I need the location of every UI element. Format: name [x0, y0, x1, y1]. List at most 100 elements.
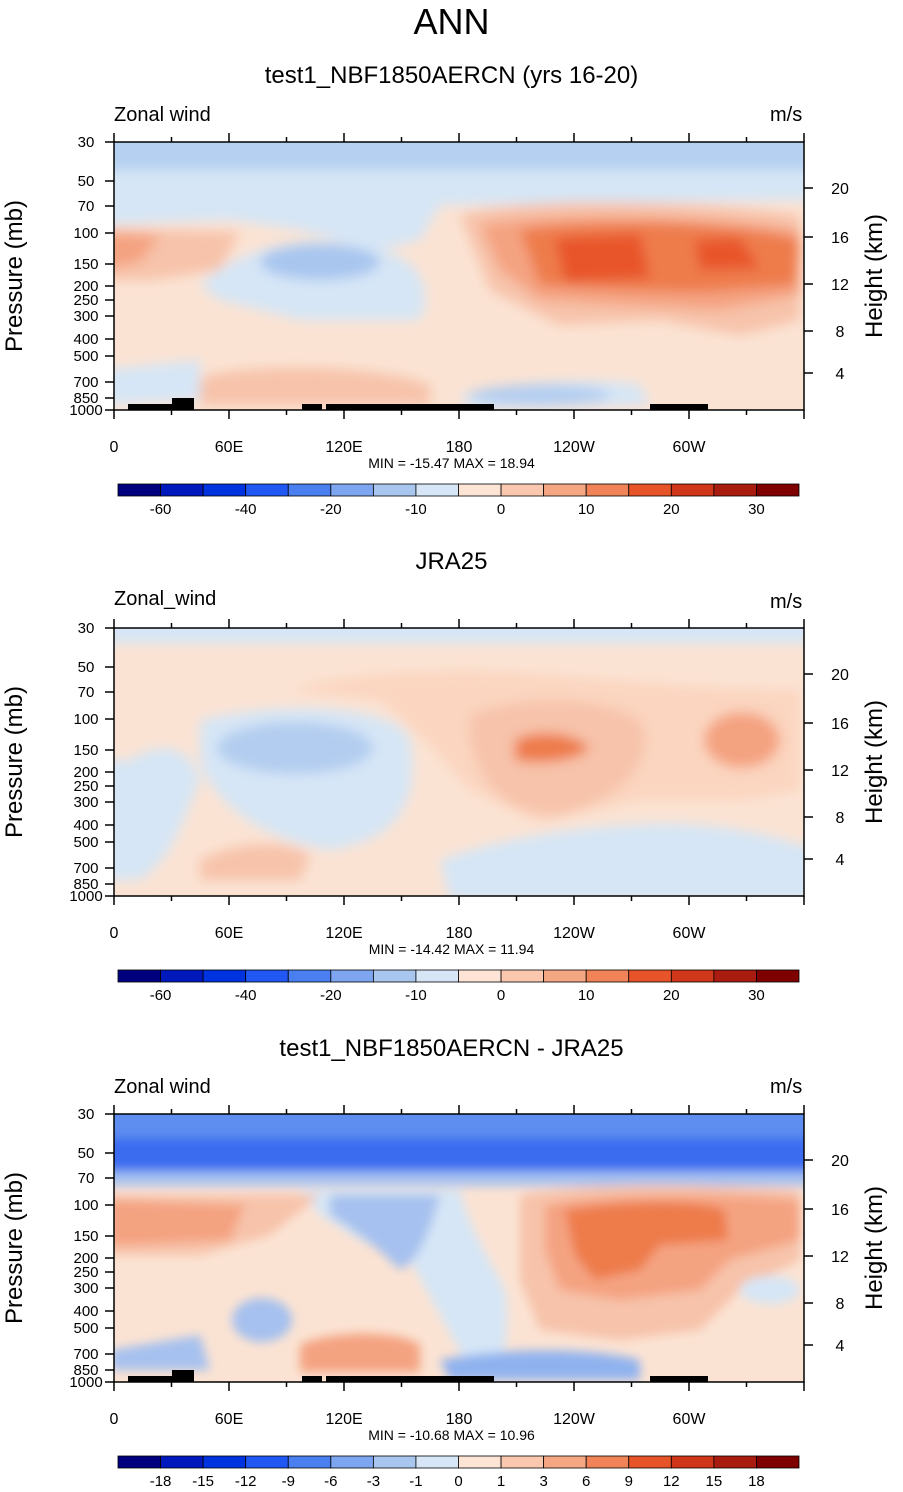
- colorbar-label: -12: [235, 1473, 257, 1490]
- y-axis-right-label: Height (km): [861, 1186, 888, 1310]
- colorbar-swatch: [628, 1455, 672, 1469]
- colorbar-label: -20: [320, 987, 342, 1004]
- height-tick-label: 8: [836, 324, 845, 341]
- y-tick-label: 250: [73, 1264, 98, 1281]
- panel-title: test1_NBF1850AERCN - JRA25: [279, 1035, 624, 1062]
- y-tick-label: 400: [73, 817, 98, 834]
- y-tick-label: 850: [73, 1362, 98, 1379]
- height-tick-label: 12: [831, 277, 849, 294]
- colorbar-label: 0: [454, 1473, 462, 1490]
- y-tick-label: 150: [73, 742, 98, 759]
- colorbar-swatch: [202, 1455, 247, 1469]
- colorbar-label: -18: [150, 1473, 172, 1490]
- colorbar-label: 20: [663, 987, 680, 1004]
- colorbar-swatch: [245, 1455, 289, 1469]
- y-tick-label: 1000: [69, 402, 102, 419]
- x-tick-label: 0: [110, 925, 119, 942]
- y-tick-label: 30: [78, 620, 95, 637]
- variable-label: Zonal wind: [114, 104, 211, 126]
- x-tick-label: 180: [446, 925, 473, 942]
- x-tick-label: 60E: [215, 925, 243, 942]
- colorbar-label: 10: [578, 987, 595, 1004]
- panel-title: JRA25: [415, 548, 488, 575]
- y-tick-label: 30: [78, 1106, 95, 1123]
- x-tick-label: 60E: [215, 439, 243, 456]
- y-tick-label: 700: [73, 1346, 98, 1363]
- height-tick-label: 20: [831, 667, 849, 684]
- x-tick-label: 0: [110, 1411, 119, 1428]
- min-max-text: MIN = -15.47 MAX = 18.94: [368, 455, 535, 471]
- colorbar-swatch: [713, 1455, 757, 1469]
- y-tick-label: 1000: [69, 1374, 102, 1391]
- y-tick-label: 70: [78, 198, 95, 215]
- x-tick-label: 120W: [553, 1411, 596, 1428]
- main-title: ANN: [413, 1, 490, 42]
- height-tick-label: 4: [836, 366, 845, 383]
- contour-plot: 0 60E 120E 180 120W 60W3050701001502002503004…: [1, 133, 888, 518]
- y-tick-label: 300: [73, 794, 98, 811]
- colorbar-label: -6: [324, 1473, 337, 1490]
- colorbar-swatch: [756, 969, 800, 983]
- min-max-text: MIN = -10.68 MAX = 10.96: [368, 1427, 535, 1443]
- y-tick-label: 250: [73, 292, 98, 309]
- y-tick-label: 850: [73, 390, 98, 407]
- contour-fills: [114, 142, 804, 410]
- colorbar-label: -9: [282, 1473, 295, 1490]
- y-axis-right-label: Height (km): [861, 214, 888, 338]
- colorbar-swatch: [585, 1455, 630, 1469]
- y-axis-right-label: Height (km): [861, 700, 888, 824]
- y-tick-label: 400: [73, 1303, 98, 1320]
- colorbar-label: 0: [497, 987, 505, 1004]
- colorbar-label: 0: [497, 501, 505, 518]
- colorbar-label: 9: [625, 1473, 633, 1490]
- y-tick-label: 250: [73, 778, 98, 795]
- y-tick-label: 100: [73, 225, 98, 242]
- colorbar-label: -15: [192, 1473, 214, 1490]
- y-tick-label: 300: [73, 1280, 98, 1297]
- x-tick-label: 60W: [673, 925, 707, 942]
- y-tick-label: 100: [73, 711, 98, 728]
- x-tick-label: 120W: [553, 925, 596, 942]
- colorbar-label: -20: [320, 501, 342, 518]
- height-tick-label: 4: [836, 1338, 845, 1355]
- height-tick-label: 16: [831, 716, 849, 733]
- x-tick-label: 180: [446, 439, 473, 456]
- y-tick-label: 50: [78, 659, 95, 676]
- colorbar-label: -40: [235, 987, 257, 1004]
- min-max-text: MIN = -14.42 MAX = 11.94: [368, 941, 535, 957]
- y-tick-label: 400: [73, 331, 98, 348]
- y-axis-label: Pressure (mb): [1, 686, 28, 838]
- height-tick-label: 16: [831, 1202, 849, 1219]
- height-tick-label: 8: [836, 810, 845, 827]
- units-label: m/s: [770, 591, 803, 613]
- y-tick-label: 300: [73, 308, 98, 325]
- colorbar-swatch: [756, 1455, 800, 1469]
- x-tick-label: 120W: [553, 439, 596, 456]
- colorbar-swatch: [670, 1455, 715, 1469]
- y-axis-label: Pressure (mb): [1, 200, 28, 352]
- colorbar-label: 10: [578, 501, 595, 518]
- colorbar-label: -60: [150, 987, 172, 1004]
- colorbar-label: 6: [582, 1473, 590, 1490]
- y-tick-label: 70: [78, 1170, 95, 1187]
- y-tick-label: 500: [73, 1320, 98, 1337]
- colorbar-label: -3: [367, 1473, 380, 1490]
- colorbar-label: -10: [405, 501, 427, 518]
- y-tick-label: 850: [73, 876, 98, 893]
- y-tick-label: 200: [73, 278, 98, 295]
- colorbar-label: -40: [235, 501, 257, 518]
- y-axis-label: Pressure (mb): [1, 1172, 28, 1324]
- y-tick-label: 50: [78, 1145, 95, 1162]
- colorbar-label: 18: [748, 1473, 765, 1490]
- y-tick-label: 200: [73, 764, 98, 781]
- colorbar-label: 15: [706, 1473, 723, 1490]
- y-tick-label: 500: [73, 834, 98, 851]
- colorbar-swatch: [330, 1455, 374, 1469]
- y-tick-label: 150: [73, 256, 98, 273]
- y-tick-label: 100: [73, 1197, 98, 1214]
- colorbar-swatch: [500, 1455, 545, 1469]
- panel-title: test1_NBF1850AERCN (yrs 16-20): [264, 62, 639, 89]
- y-tick-label: 700: [73, 374, 98, 391]
- x-tick-label: 180: [446, 1411, 473, 1428]
- contour-fills: [114, 1114, 804, 1382]
